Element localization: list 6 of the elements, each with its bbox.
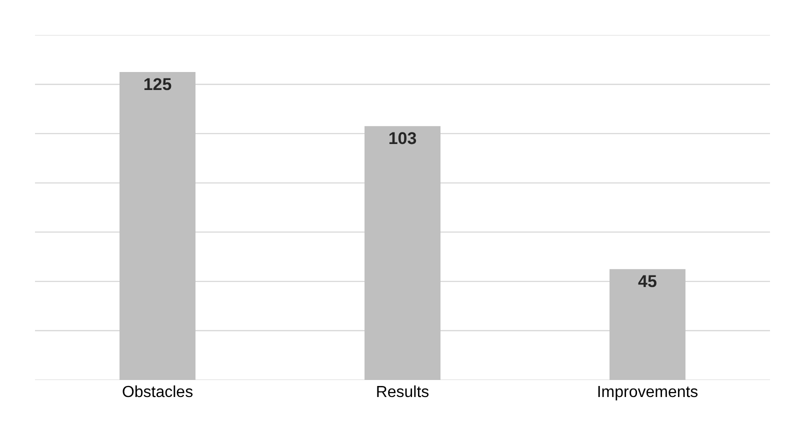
x-tick-label: Results — [376, 384, 430, 401]
data-label: 103 — [388, 129, 417, 148]
x-tick-label: Improvements — [596, 384, 698, 401]
x-tick-label: Obstacles — [122, 384, 194, 401]
data-label: 125 — [143, 74, 172, 94]
data-label: 45 — [638, 272, 657, 292]
